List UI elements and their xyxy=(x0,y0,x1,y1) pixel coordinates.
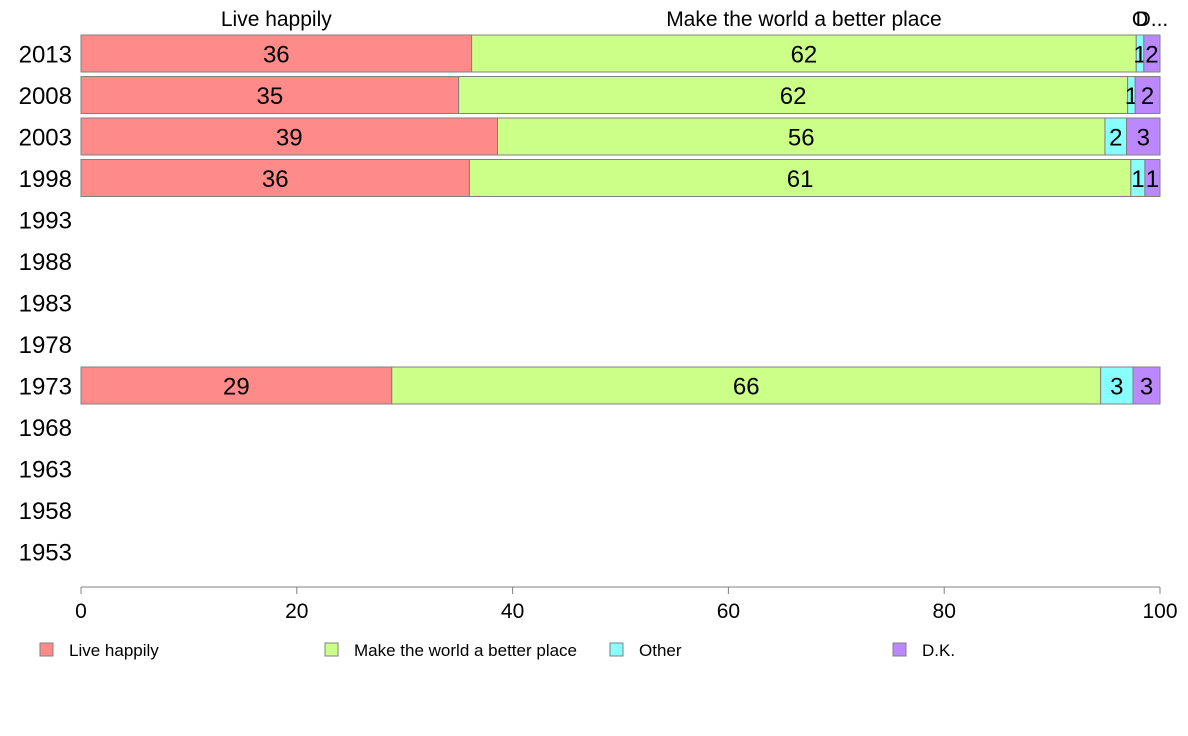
data-label: 2 xyxy=(1145,42,1158,69)
data-label: 2 xyxy=(1141,83,1154,110)
data-label: 3 xyxy=(1110,374,1123,401)
x-axis: 0 20 40 60 80 100 xyxy=(75,586,1178,623)
legend-swatch-make-the-world-a-better-place xyxy=(324,642,339,657)
data-label: 61 xyxy=(787,166,814,193)
bar-segment-d-k xyxy=(1126,117,1161,156)
legend: Live happily Make the world a better plac… xyxy=(39,641,955,660)
x-tick-label: 0 xyxy=(75,600,87,623)
legend-label: Make the world a better place xyxy=(354,641,577,660)
year-label: 1983 xyxy=(19,291,72,318)
x-tick-label: 20 xyxy=(285,600,308,623)
bar-segment-other xyxy=(1100,366,1134,405)
bar-segment-d-k xyxy=(1134,76,1161,114)
x-tick-label: 60 xyxy=(717,600,740,623)
legend-label: Live happily xyxy=(69,641,159,660)
column-header: Make the world a better place xyxy=(666,8,941,31)
column-header: O xyxy=(1132,8,1148,31)
bar-segment-d-k xyxy=(1132,366,1161,405)
bar-segment-live-happily xyxy=(80,366,393,405)
column-header: D... xyxy=(1136,8,1169,31)
legend-label: D.K. xyxy=(922,641,955,660)
data-label: 29 xyxy=(223,374,250,401)
data-label: 1 xyxy=(1146,166,1159,193)
bar-segment-live-happily xyxy=(80,159,470,197)
x-tick-label: 40 xyxy=(501,600,524,623)
year-label: 1973 xyxy=(19,374,72,401)
data-label: 35 xyxy=(256,83,283,110)
year-label: 1958 xyxy=(19,498,72,525)
year-label: 2003 xyxy=(19,125,72,152)
bar-segment-d-k xyxy=(1143,34,1161,73)
legend-swatch-other xyxy=(609,642,624,657)
data-label: 66 xyxy=(733,374,760,401)
data-label: 62 xyxy=(780,83,807,110)
data-label: 3 xyxy=(1137,125,1150,152)
data-label: 3 xyxy=(1140,374,1153,401)
year-label: 1963 xyxy=(19,457,72,484)
bar-segment-make-the-world-a-better-place xyxy=(468,159,1132,197)
column-headers: Live happily Make the world a better plac… xyxy=(221,8,1168,31)
legend-label: Other xyxy=(639,641,682,660)
data-label: 2 xyxy=(1109,125,1122,152)
year-label: 2013 xyxy=(19,42,72,69)
year-label: 1953 xyxy=(19,540,72,567)
column-header: Live happily xyxy=(221,8,332,31)
year-label: 2008 xyxy=(19,83,72,110)
data-label: 56 xyxy=(788,125,815,152)
year-label: 1978 xyxy=(19,332,72,359)
x-tick-label: 80 xyxy=(933,600,956,623)
year-label: 1993 xyxy=(19,208,72,235)
year-label: 1988 xyxy=(19,249,72,276)
bar-segment-make-the-world-a-better-place xyxy=(471,34,1137,73)
data-label: 1 xyxy=(1131,166,1144,193)
year-label: 1968 xyxy=(19,415,72,442)
year-label: 1998 xyxy=(19,166,72,193)
data-label: 62 xyxy=(791,42,818,69)
bar-segment-d-k xyxy=(1144,159,1161,197)
data-label: 39 xyxy=(276,125,303,152)
data-label: 36 xyxy=(262,166,289,193)
legend-swatch-d-k xyxy=(892,642,907,657)
bar-segment-make-the-world-a-better-place xyxy=(391,366,1102,405)
data-label: 36 xyxy=(263,42,290,69)
x-tick-label: 100 xyxy=(1142,600,1177,623)
legend-swatch-live-happily xyxy=(39,642,54,657)
